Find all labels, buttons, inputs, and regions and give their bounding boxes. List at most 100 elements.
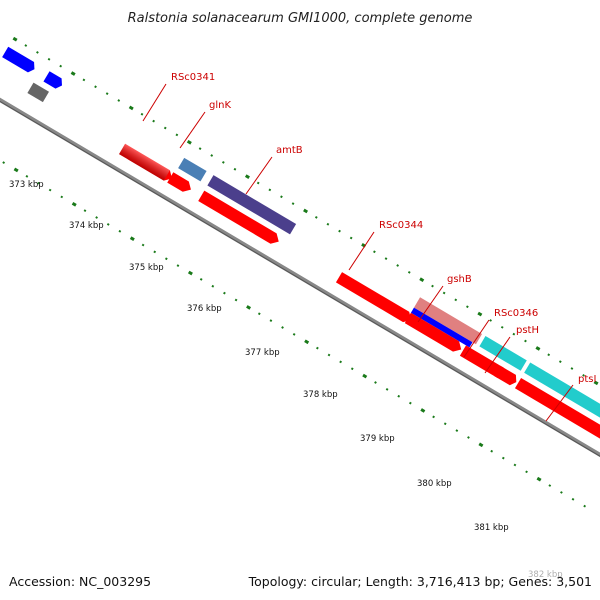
tick-label-380: 380 kbp xyxy=(417,479,452,489)
leader-amtb xyxy=(245,156,273,195)
tick-mark xyxy=(105,92,109,96)
gene-arrow-small-red[interactable] xyxy=(167,172,194,195)
gene-arrow-ptsi-red[interactable] xyxy=(514,377,600,447)
outer-tick-ring xyxy=(12,36,599,386)
tick-mark xyxy=(314,215,318,219)
tick-mark xyxy=(117,99,121,102)
tick-mark xyxy=(186,139,192,145)
tick-mark xyxy=(59,64,63,68)
tick-mark xyxy=(47,57,51,61)
label-ptsi[interactable]: ptsI xyxy=(578,374,596,385)
tick-mark xyxy=(140,112,144,116)
tick-mark xyxy=(83,209,87,213)
tick-mark xyxy=(141,243,145,247)
tick-mark xyxy=(153,250,157,254)
tick-mark xyxy=(558,360,562,364)
kbp-labels: 373 kbp 374 kbp 375 kbp 376 kbp 377 kbp … xyxy=(9,180,563,580)
leader-gshb xyxy=(417,285,444,323)
tick-mark xyxy=(210,154,214,157)
leader-glnk xyxy=(179,111,206,149)
tick-mark xyxy=(82,78,86,82)
tick-mark xyxy=(223,291,226,295)
tick-label-377: 377 kbp xyxy=(245,348,280,358)
tick-mark xyxy=(304,339,310,345)
tick-mark xyxy=(198,147,202,151)
tick-mark xyxy=(373,250,376,254)
tick-mark xyxy=(513,463,517,467)
tick-label-374: 374 kbp xyxy=(69,221,104,231)
tick-mark xyxy=(442,291,446,295)
tick-mark xyxy=(280,195,283,199)
gene-arrow-gshb[interactable] xyxy=(413,297,483,345)
tick-mark xyxy=(419,277,425,283)
gene-arrow-rsc0344[interactable] xyxy=(335,272,414,325)
gene-arrow-ptsi[interactable] xyxy=(524,362,600,439)
tick-label-376: 376 kbp xyxy=(187,304,222,314)
tick-mark xyxy=(268,188,272,192)
tick-mark xyxy=(349,236,353,240)
tick-mark xyxy=(95,216,98,219)
tick-mark xyxy=(384,257,388,260)
label-psth[interactable]: pstH xyxy=(516,325,539,336)
gene-labels: RSc0341 glnK amtB RSc0344 gshB RSc0346 p… xyxy=(142,72,596,422)
tick-mark xyxy=(60,195,64,199)
tick-mark xyxy=(525,470,528,474)
gene-arrow-gshb-blue[interactable] xyxy=(410,307,473,348)
gene-arrow-blue-small[interactable] xyxy=(43,71,65,90)
gene-arrow-blue-left[interactable] xyxy=(2,46,37,75)
gene-arrow-gshb-red[interactable] xyxy=(404,312,464,355)
genome-backbone xyxy=(0,88,600,459)
gene-arrow-amtb-partner[interactable] xyxy=(198,190,282,247)
label-amtb[interactable]: amtB xyxy=(276,145,303,156)
tick-mark xyxy=(316,346,319,350)
tick-mark xyxy=(244,174,250,179)
tick-mark xyxy=(397,394,401,398)
tick-label-373: 373 kbp xyxy=(9,180,44,190)
tick-mark xyxy=(454,298,458,302)
leader-rsc0341 xyxy=(142,83,167,122)
tick-mark xyxy=(489,319,492,322)
label-rsc0344[interactable]: RSc0344 xyxy=(379,220,423,231)
leader-ptsi xyxy=(545,384,574,422)
leader-psth xyxy=(484,336,511,374)
tick-mark xyxy=(106,223,110,226)
tick-mark xyxy=(490,449,494,453)
label-rsc0341[interactable]: RSc0341 xyxy=(171,72,215,83)
inner-tick-ring xyxy=(2,161,587,508)
tick-mark xyxy=(292,333,296,336)
leader-rsc0344 xyxy=(348,231,375,271)
gene-arrow-pstH-small[interactable] xyxy=(494,365,519,388)
tick-mark xyxy=(256,181,260,185)
tick-mark xyxy=(70,71,76,76)
gene-arrow-rsc0346[interactable] xyxy=(479,335,527,371)
label-glnk[interactable]: glnK xyxy=(209,100,231,111)
tick-mark xyxy=(443,422,447,426)
tick-mark xyxy=(128,105,134,111)
gene-arrow-gray[interactable] xyxy=(27,82,49,103)
tick-mark xyxy=(431,284,434,288)
label-gshb[interactable]: gshB xyxy=(447,274,472,285)
map-title: Ralstonia solanacearum GMI1000, complete… xyxy=(128,11,473,26)
gene-arrow-amtb[interactable] xyxy=(207,175,297,235)
label-rsc0346[interactable]: RSc0346 xyxy=(494,308,538,319)
tick-mark xyxy=(269,319,273,323)
tick-mark xyxy=(512,332,516,336)
gene-arrow-glnk[interactable] xyxy=(178,157,207,182)
tick-mark xyxy=(211,284,215,288)
tick-mark xyxy=(524,339,527,343)
tick-mark xyxy=(362,373,368,379)
tick-mark xyxy=(327,353,331,357)
tick-mark xyxy=(408,401,412,405)
tick-mark xyxy=(163,126,167,130)
tick-mark xyxy=(291,202,295,205)
tick-mark xyxy=(71,202,77,207)
tick-mark xyxy=(501,456,505,460)
tick-mark xyxy=(571,497,575,501)
tick-mark xyxy=(257,312,261,316)
gene-arrow-psth[interactable] xyxy=(459,345,509,381)
tick-label-382: 382 kbp xyxy=(528,570,563,580)
tick-mark xyxy=(350,367,354,371)
tick-mark xyxy=(478,442,484,448)
tick-mark xyxy=(467,436,470,439)
